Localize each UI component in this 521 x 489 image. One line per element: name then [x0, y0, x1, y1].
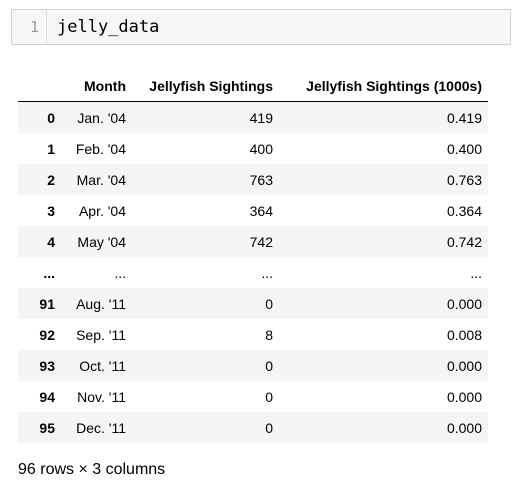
cell-sightings-1000s: 0.000 [446, 419, 482, 436]
cell-month: Dec. '11 [76, 419, 126, 436]
cell-month: Nov. '11 [77, 388, 126, 405]
table-row-ellipsis: ... ... ... ... [18, 257, 488, 288]
row-index: 3 [47, 202, 55, 219]
table-row: 95 Dec. '11 0 0.000 [18, 412, 488, 443]
table-row: 3 Apr. '04 364 0.364 [18, 195, 488, 226]
cell-sightings-1000s: 0.000 [446, 357, 482, 374]
header-index [18, 71, 63, 102]
row-index: 1 [47, 140, 55, 157]
cell-sightings: 0 [265, 357, 273, 374]
cell-sightings-1000s: 0.742 [446, 233, 482, 250]
row-index: 2 [47, 171, 55, 188]
cell-sightings: 0 [265, 388, 273, 405]
cell-month: Sep. '11 [76, 326, 126, 343]
table-row: 0 Jan. '04 419 0.419 [18, 101, 488, 133]
table-row: 92 Sep. '11 8 0.008 [18, 319, 488, 350]
cell-sightings: 0 [265, 419, 273, 436]
row-index: 0 [47, 109, 55, 126]
header-month: Month [63, 71, 132, 102]
cell-month: ... [114, 264, 126, 281]
cell-month: Feb. '04 [75, 140, 126, 157]
cell-sightings: 419 [249, 109, 273, 126]
cell-sightings-1000s: 0.000 [446, 295, 482, 312]
cell-sightings-1000s: 0.400 [446, 140, 482, 157]
table-row: 91 Aug. '11 0 0.000 [18, 288, 488, 319]
cell-sightings-1000s: 0.008 [446, 326, 482, 343]
table-row: 94 Nov. '11 0 0.000 [18, 381, 488, 412]
header-sightings-1000s: Jellyfish Sightings (1000s) [279, 71, 488, 102]
cell-sightings-1000s: 0.364 [446, 202, 482, 219]
code-input[interactable]: jelly_data [57, 17, 160, 37]
cell-sightings-1000s: ... [470, 264, 482, 281]
cell-sightings: 8 [265, 326, 273, 343]
line-number: 1 [29, 18, 39, 36]
dataframe-table: Month Jellyfish Sightings Jellyfish Sigh… [18, 71, 488, 443]
cell-month: Apr. '04 [78, 202, 126, 219]
row-index: 93 [39, 357, 55, 374]
cell-month: Oct. '11 [79, 357, 126, 374]
cell-sightings: 400 [249, 140, 273, 157]
table-header-row: Month Jellyfish Sightings Jellyfish Sigh… [18, 71, 488, 102]
cell-month: Aug. '11 [76, 295, 126, 312]
cell-sightings: 763 [249, 171, 273, 188]
cell-sightings: 364 [249, 202, 273, 219]
code-cell[interactable]: 1 jelly_data [11, 9, 511, 45]
cell-sightings-1000s: 0.000 [446, 388, 482, 405]
row-index: ... [43, 264, 55, 281]
gutter-divider [46, 10, 47, 44]
header-sightings: Jellyfish Sightings [132, 71, 279, 102]
table-row: 4 May '04 742 0.742 [18, 226, 488, 257]
table-row: 93 Oct. '11 0 0.000 [18, 350, 488, 381]
cell-month: Jan. '04 [77, 109, 126, 126]
row-index: 94 [39, 388, 55, 405]
row-index: 4 [47, 233, 55, 250]
table-shape-summary: 96 rows × 3 columns [18, 461, 166, 478]
cell-month: May '04 [77, 233, 126, 250]
row-index: 95 [39, 419, 55, 436]
cell-sightings: 0 [265, 295, 273, 312]
row-index: 92 [39, 326, 55, 343]
cell-sightings-1000s: 0.763 [446, 171, 482, 188]
cell-sightings: 742 [249, 233, 273, 250]
cell-sightings: ... [261, 264, 273, 281]
table-row: 1 Feb. '04 400 0.400 [18, 133, 488, 164]
table-row: 2 Mar. '04 763 0.763 [18, 164, 488, 195]
cell-month: Mar. '04 [76, 171, 126, 188]
row-index: 91 [39, 295, 55, 312]
cell-sightings-1000s: 0.419 [446, 109, 482, 126]
